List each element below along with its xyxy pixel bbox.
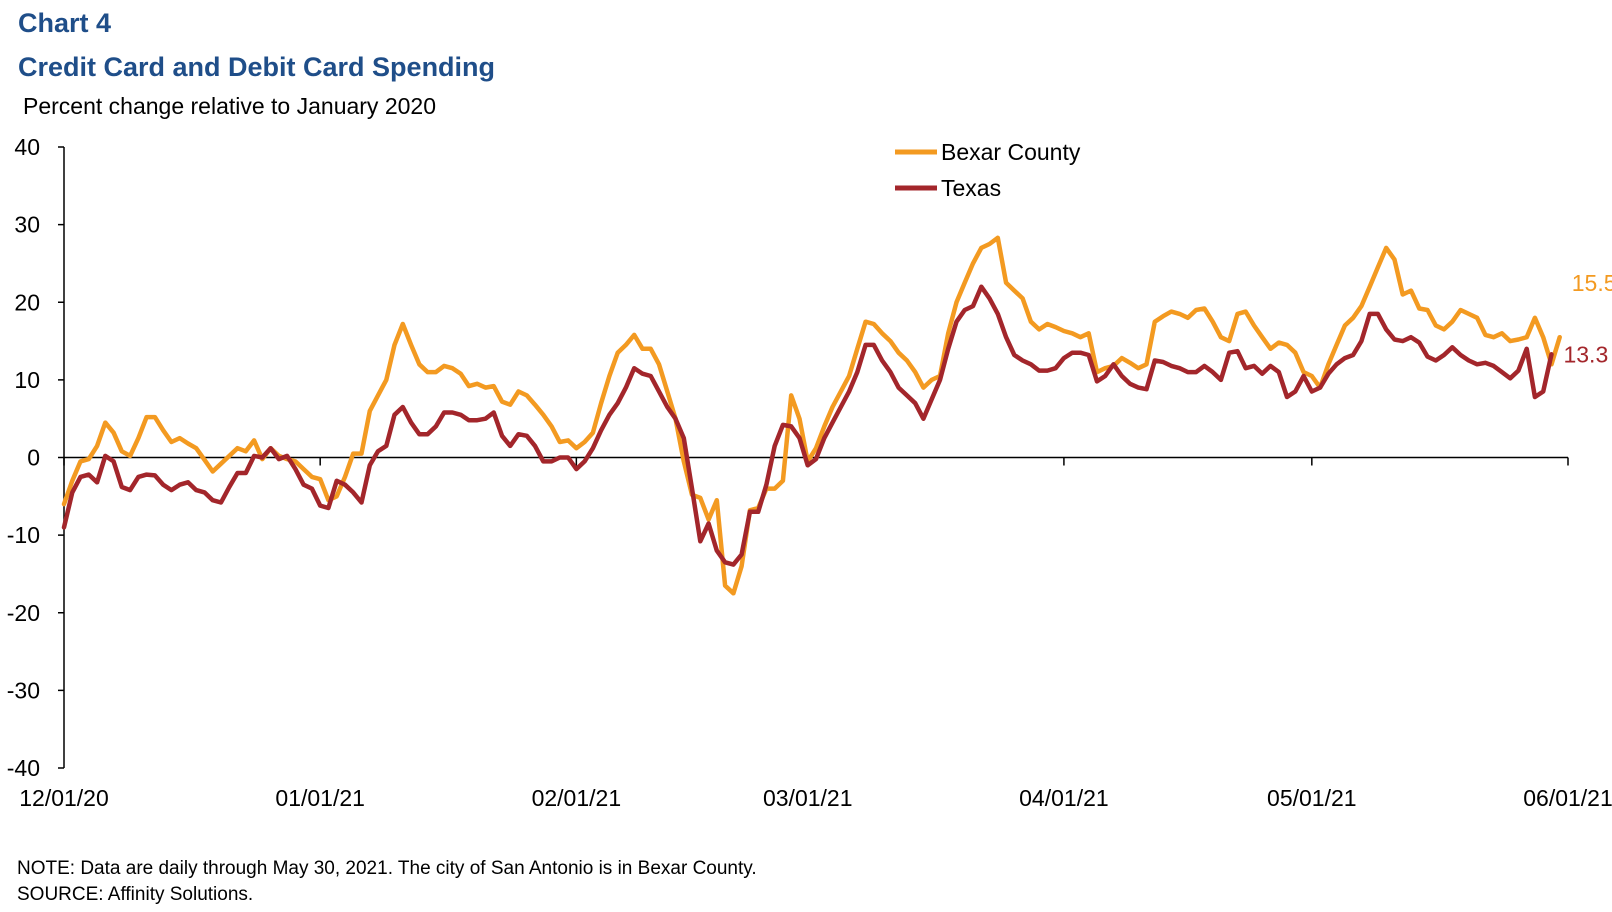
chart-subtitle: Percent change relative to January 2020 — [23, 93, 436, 119]
legend-label: Bexar County — [941, 139, 1081, 165]
y-tick-label: -10 — [7, 522, 40, 548]
series-layer — [61, 235, 1562, 596]
chart-number: Chart 4 — [18, 8, 112, 38]
y-tick-label: 0 — [27, 445, 40, 471]
x-tick-label: 04/01/21 — [1019, 785, 1109, 811]
y-tick-label: -40 — [7, 755, 40, 781]
x-tick-label: 01/01/21 — [275, 785, 365, 811]
end-label-texas: 13.3 — [1563, 341, 1608, 367]
y-tick-label: 20 — [14, 289, 40, 315]
end-labels: 15.5 13.3 — [1563, 270, 1612, 367]
x-tick-label: 12/01/20 — [19, 785, 109, 811]
footnote-note: NOTE: Data are daily through May 30, 202… — [17, 858, 757, 879]
y-tick-label: -30 — [7, 677, 40, 703]
axes: 40 30 20 10 0 -10 -20 -30 -40 12/01/20 01/01/21 02/… — [7, 134, 1612, 811]
series-line-bexar-county — [61, 235, 1562, 596]
x-tick-label: 05/01/21 — [1267, 785, 1357, 811]
x-tick-label: 06/01/21 — [1523, 785, 1612, 811]
x-tick-label: 02/01/21 — [532, 785, 622, 811]
legend-label: Texas — [941, 175, 1001, 201]
chart-title: Credit Card and Debit Card Spending — [18, 52, 496, 82]
footnote-source: SOURCE: Affinity Solutions. — [17, 884, 254, 905]
legend: Bexar County Texas — [895, 139, 1081, 201]
y-tick-label: 30 — [14, 212, 40, 238]
series-line-texas — [61, 284, 1554, 567]
x-tick-label: 03/01/21 — [763, 785, 853, 811]
y-tick-label: -20 — [7, 600, 40, 626]
y-tick-label: 10 — [14, 367, 40, 393]
y-tick-label: 40 — [14, 134, 40, 160]
end-label-bexar-county: 15.5 — [1572, 270, 1612, 296]
